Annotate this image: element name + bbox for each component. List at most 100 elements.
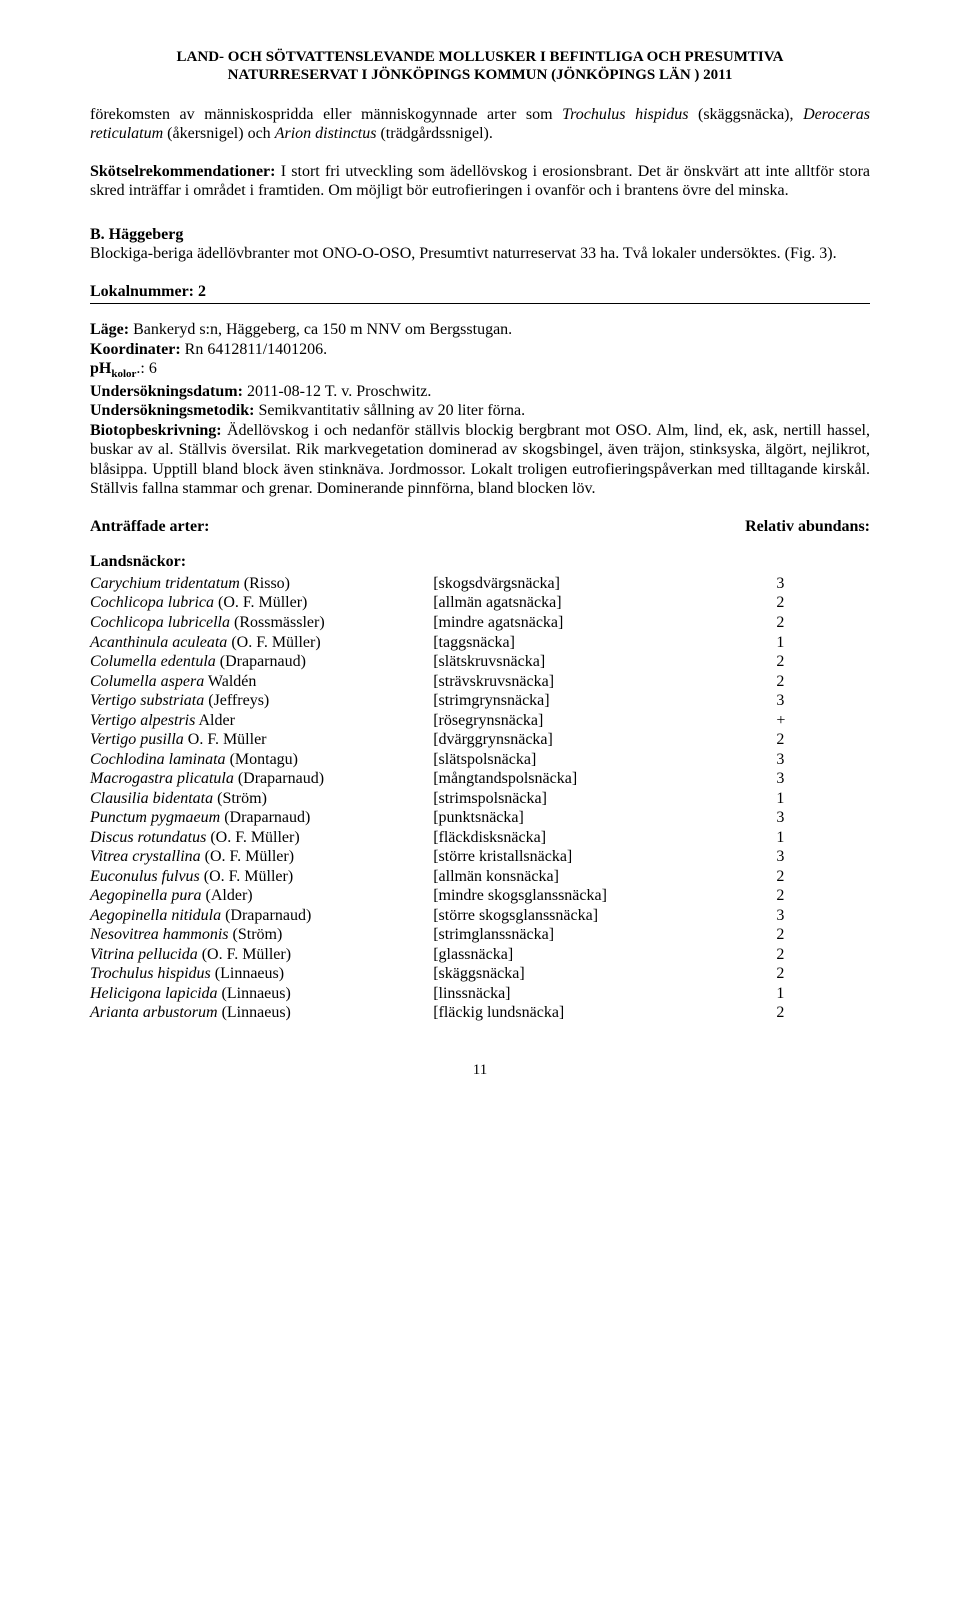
- species-name: Carychium tridentatum (Risso): [90, 574, 433, 594]
- species-author: (Jeffreys): [204, 692, 269, 709]
- species-scientific: Columella edentula: [90, 653, 216, 670]
- species-scientific: Columella aspera: [90, 673, 204, 690]
- para1-mid1: (skäggsnäcka),: [688, 106, 803, 123]
- species-scientific: Carychium tridentatum: [90, 575, 240, 592]
- species-swedish: [strimglanssnäcka]: [433, 925, 776, 945]
- species-swedish: [linssnäcka]: [433, 984, 776, 1004]
- ph-sub: kolor: [111, 368, 136, 380]
- species-scientific: Vertigo alpestris: [90, 712, 195, 729]
- table-row: Cochlodina laminata (Montagu)[slätspolsn…: [90, 750, 870, 770]
- table-row: Vertigo substriata (Jeffreys)[strimgryns…: [90, 691, 870, 711]
- species-name: Trochulus hispidus (Linnaeus): [90, 964, 433, 984]
- species-abundance: 3: [776, 808, 870, 828]
- lage-line: Läge: Bankeryd s:n, Häggeberg, ca 150 m …: [90, 320, 870, 340]
- species-author: (Ström): [213, 790, 267, 807]
- table-row: Trochulus hispidus (Linnaeus)[skäggsnäck…: [90, 964, 870, 984]
- species-abundance: +: [776, 711, 870, 731]
- species-abundance: 1: [776, 828, 870, 848]
- para1-text: förekomsten av människospridda eller män…: [90, 106, 562, 123]
- species-name: Columella edentula (Draparnaud): [90, 652, 433, 672]
- species-scientific: Acanthinula aculeata: [90, 634, 227, 651]
- table-row: Cochlicopa lubrica (O. F. Müller)[allmän…: [90, 593, 870, 613]
- species-abundance: 3: [776, 906, 870, 926]
- header-line2: NATURRESERVAT I JÖNKÖPINGS KOMMUN (JÖNKÖ…: [228, 67, 733, 83]
- species-author: (Risso): [240, 575, 290, 592]
- species-author: (Montagu): [226, 751, 298, 768]
- species-name: Columella aspera Waldén: [90, 672, 433, 692]
- species-scientific: Aegopinella nitidula: [90, 907, 221, 924]
- species-swedish: [glassnäcka]: [433, 945, 776, 965]
- species-swedish: [mindre agatsnäcka]: [433, 613, 776, 633]
- table-row: Aegopinella pura (Alder)[mindre skogsgla…: [90, 886, 870, 906]
- para1-mid2: (åkersnigel) och: [163, 125, 275, 142]
- divider: [90, 303, 870, 304]
- species-name: Cochlicopa lubrica (O. F. Müller): [90, 593, 433, 613]
- species-author: (Alder): [202, 887, 253, 904]
- haggeberg-body: Blockiga-beriga ädellövbranter mot ONO-O…: [90, 244, 870, 264]
- species-scientific: Clausilia bidentata: [90, 790, 213, 807]
- koord-label: Koordinater:: [90, 341, 181, 358]
- species-name: Euconulus fulvus (O. F. Müller): [90, 867, 433, 887]
- species-swedish: [dvärggrynsnäcka]: [433, 730, 776, 750]
- species-author: (Draparnaud): [220, 809, 310, 826]
- field-block: Läge: Bankeryd s:n, Häggeberg, ca 150 m …: [90, 320, 870, 499]
- species-abundance: 2: [776, 652, 870, 672]
- species-swedish: [fläckig lundsnäcka]: [433, 1003, 776, 1023]
- ph-line: pHkolor.: 6: [90, 359, 870, 382]
- species-name: Nesovitrea hammonis (Ström): [90, 925, 433, 945]
- species-author: (O. F. Müller): [206, 829, 299, 846]
- para1-italic1: Trochulus hispidus: [562, 106, 688, 123]
- species-abundance: 2: [776, 945, 870, 965]
- species-abundance: 3: [776, 691, 870, 711]
- para1-italic3: Arion distinctus: [275, 125, 377, 142]
- antraffade-label: Anträffade arter:: [90, 517, 210, 537]
- species-scientific: Euconulus fulvus: [90, 868, 200, 885]
- species-author: (Rossmässler): [230, 614, 325, 631]
- page-header: LAND- OCH SÖTVATTENSLEVANDE MOLLUSKER I …: [90, 48, 870, 85]
- table-row: Vitrea crystallina (O. F. Müller)[större…: [90, 847, 870, 867]
- koord-line: Koordinater: Rn 6412811/1401206.: [90, 340, 870, 360]
- species-swedish: [taggsnäcka]: [433, 633, 776, 653]
- species-name: Helicigona lapicida (Linnaeus): [90, 984, 433, 1004]
- species-swedish: [mångtandspolsnäcka]: [433, 769, 776, 789]
- lage-label: Läge:: [90, 321, 129, 338]
- para1-end: (trädgårdssnigel).: [376, 125, 492, 142]
- biotop-line: Biotopbeskrivning: Ädellövskog i och ned…: [90, 421, 870, 499]
- species-author: O. F. Müller: [184, 731, 267, 748]
- table-row: Vertigo pusilla O. F. Müller[dvärggrynsn…: [90, 730, 870, 750]
- species-swedish: [slätspolsnäcka]: [433, 750, 776, 770]
- table-row: Columella edentula (Draparnaud)[slätskru…: [90, 652, 870, 672]
- species-abundance: 2: [776, 593, 870, 613]
- species-author: (Linnaeus): [218, 1004, 291, 1021]
- species-name: Vertigo alpestris Alder: [90, 711, 433, 731]
- species-abundance: 2: [776, 925, 870, 945]
- species-abundance: 1: [776, 633, 870, 653]
- table-row: Vitrina pellucida (O. F. Müller)[glassnä…: [90, 945, 870, 965]
- species-scientific: Cochlicopa lubrica: [90, 594, 214, 611]
- species-name: Macrogastra plicatula (Draparnaud): [90, 769, 433, 789]
- species-author: Waldén: [204, 673, 256, 690]
- species-author: Alder: [195, 712, 235, 729]
- species-name: Aegopinella nitidula (Draparnaud): [90, 906, 433, 926]
- species-abundance: 2: [776, 730, 870, 750]
- ph-text: .: 6: [136, 360, 156, 377]
- table-row: Clausilia bidentata (Ström)[strimspolsnä…: [90, 789, 870, 809]
- metod-label: Undersökningsmetodik:: [90, 402, 254, 419]
- species-author: (Linnaeus): [218, 985, 291, 1002]
- species-abundance: 2: [776, 1003, 870, 1023]
- species-abundance: 2: [776, 886, 870, 906]
- species-abundance: 1: [776, 984, 870, 1004]
- species-scientific: Macrogastra plicatula: [90, 770, 234, 787]
- landsnackor-label: Landsnäckor:: [90, 552, 870, 572]
- table-row: Discus rotundatus (O. F. Müller)[fläckdi…: [90, 828, 870, 848]
- datum-text: 2011-08-12 T. v. Proschwitz.: [243, 383, 431, 400]
- intro-paragraph: förekomsten av människospridda eller män…: [90, 105, 870, 144]
- relativ-label: Relativ abundans:: [745, 517, 870, 537]
- species-author: (Draparnaud): [221, 907, 311, 924]
- species-scientific: Trochulus hispidus: [90, 965, 211, 982]
- metod-line: Undersökningsmetodik: Semikvantitativ så…: [90, 401, 870, 421]
- datum-label: Undersökningsdatum:: [90, 383, 243, 400]
- species-author: (O. F. Müller): [201, 848, 294, 865]
- species-name: Clausilia bidentata (Ström): [90, 789, 433, 809]
- table-row: Aegopinella nitidula (Draparnaud)[större…: [90, 906, 870, 926]
